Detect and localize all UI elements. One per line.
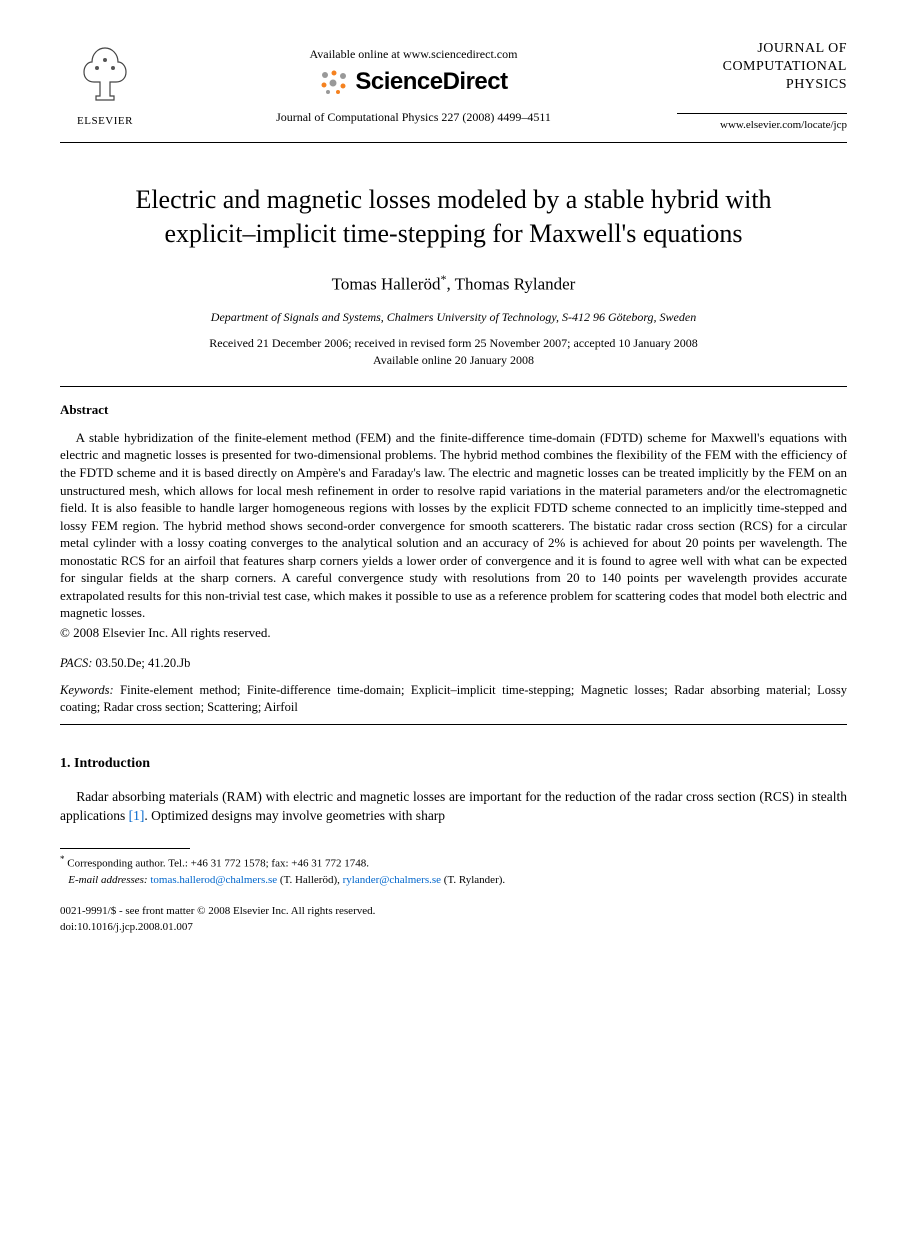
dates-line-2: Available online 20 January 2008 — [373, 353, 534, 367]
abstract-bottom-rule — [60, 724, 847, 725]
header-rule — [60, 142, 847, 143]
abstract-top-rule — [60, 386, 847, 387]
article-dates: Received 21 December 2006; received in r… — [60, 335, 847, 369]
journal-name: JOURNAL OF COMPUTATIONAL PHYSICS — [677, 40, 847, 95]
keywords-row: Keywords: Finite-element method; Finite-… — [60, 682, 847, 716]
footer-copyright-block: 0021-9991/$ - see front matter © 2008 El… — [60, 904, 847, 935]
section-1-paragraph: Radar absorbing materials (RAM) with ele… — [60, 788, 847, 826]
abstract-copyright: © 2008 Elsevier Inc. All rights reserved… — [60, 624, 847, 642]
reference-link-1[interactable]: [1] — [129, 808, 145, 823]
elsevier-label: ELSEVIER — [60, 114, 150, 129]
abstract-body: A stable hybridization of the finite-ele… — [60, 429, 847, 622]
footnote-tel-label: Tel.: — [168, 857, 188, 869]
keywords-value: Finite-element method; Finite-difference… — [60, 683, 847, 714]
elsevier-logo-block: ELSEVIER — [60, 40, 150, 129]
citation-line: Journal of Computational Physics 227 (20… — [150, 109, 677, 125]
pacs-value: 03.50.De; 41.20.Jb — [96, 656, 191, 670]
header-center: Available online at www.sciencedirect.co… — [150, 40, 677, 125]
footnote-emails: E-mail addresses: tomas.hallerod@chalmer… — [60, 872, 847, 889]
journal-title-block: JOURNAL OF COMPUTATIONAL PHYSICS www.els… — [677, 40, 847, 132]
footnote-name-2: (T. Rylander). — [444, 874, 505, 886]
front-matter-line: 0021-9991/$ - see front matter © 2008 El… — [60, 904, 847, 919]
dates-line-1: Received 21 December 2006; received in r… — [209, 336, 698, 350]
sciencedirect-logo: ScienceDirect — [150, 66, 677, 98]
footnote-corr-label: Corresponding author. — [67, 857, 165, 869]
corresponding-mark: * — [440, 272, 446, 286]
footnote-email-label: E-mail addresses: — [68, 874, 147, 886]
footnote-corresponding: * Corresponding author. Tel.: +46 31 772… — [60, 853, 847, 872]
authors-line: Tomas Halleröd*, Thomas Rylander — [60, 271, 847, 297]
elsevier-tree-icon — [70, 40, 140, 110]
pacs-row: PACS: 03.50.De; 41.20.Jb — [60, 655, 847, 672]
abstract-heading: Abstract — [60, 401, 847, 419]
journal-url[interactable]: www.elsevier.com/locate/jcp — [677, 118, 847, 133]
footnote-rule — [60, 848, 190, 849]
email-link-1[interactable]: tomas.hallerod@chalmers.se — [150, 874, 277, 886]
sciencedirect-icon — [319, 69, 349, 95]
footnote-fax: +46 31 772 1748. — [291, 857, 369, 869]
footnote-block: * Corresponding author. Tel.: +46 31 772… — [60, 853, 847, 889]
footnote-symbol: * — [60, 854, 65, 864]
pacs-label: PACS: — [60, 656, 92, 670]
affiliation: Department of Signals and Systems, Chalm… — [60, 309, 847, 325]
footnote-fax-label: fax: — [271, 857, 288, 869]
footnote-tel: +46 31 772 1578; — [191, 857, 269, 869]
available-online-text: Available online at www.sciencedirect.co… — [150, 46, 677, 62]
keywords-label: Keywords: — [60, 683, 114, 697]
footnote-name-1: (T. Halleröd), — [280, 874, 340, 886]
section-1-text-b: . Optimized designs may involve geometri… — [144, 808, 445, 823]
section-1-heading: 1. Introduction — [60, 755, 847, 774]
email-link-2[interactable]: rylander@chalmers.se — [343, 874, 441, 886]
author-1: Tomas Halleröd — [332, 275, 441, 294]
journal-name-l2: COMPUTATIONAL — [723, 59, 847, 74]
sciencedirect-wordmark: ScienceDirect — [355, 66, 507, 98]
journal-name-l3: PHYSICS — [786, 77, 847, 92]
author-2: Thomas Rylander — [455, 275, 576, 294]
journal-name-l1: JOURNAL OF — [757, 41, 847, 56]
doi-line: doi:10.1016/j.jcp.2008.01.007 — [60, 920, 847, 935]
article-title: Electric and magnetic losses modeled by … — [90, 183, 817, 251]
page-header: ELSEVIER Available online at www.science… — [60, 40, 847, 132]
journal-divider — [677, 113, 847, 114]
